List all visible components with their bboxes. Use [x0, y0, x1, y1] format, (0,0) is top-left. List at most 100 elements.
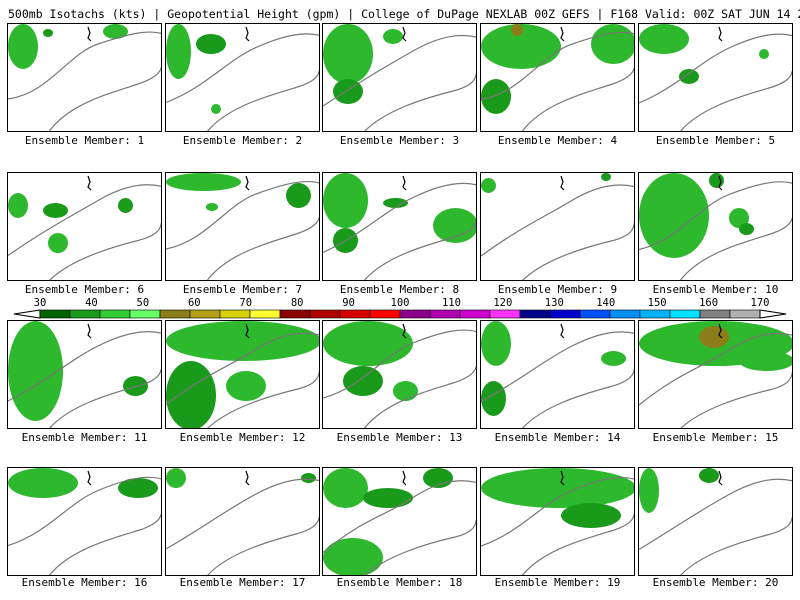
isotach-area	[591, 24, 634, 64]
height-contour	[639, 478, 792, 551]
coastline	[560, 26, 565, 42]
isotach-map	[8, 24, 161, 131]
height-contour	[639, 33, 792, 104]
height-contour	[639, 332, 792, 406]
coastline	[560, 470, 565, 486]
ensemble-member-label: Ensemble Member: 16	[21, 576, 148, 589]
isotach-area	[8, 321, 63, 421]
isotach-map	[323, 468, 476, 575]
coastline	[718, 175, 723, 191]
isotach-area	[301, 473, 316, 483]
isotach-area	[601, 351, 626, 366]
ensemble-member-label: Ensemble Member: 13	[336, 431, 463, 444]
isotach-area	[639, 468, 659, 513]
isotach-area	[481, 24, 561, 69]
isotach-area	[739, 223, 754, 235]
isotach-area	[561, 503, 621, 528]
height-contour	[364, 519, 476, 575]
isotach-area	[393, 381, 418, 401]
isotach-area	[759, 49, 769, 59]
isotach-map	[639, 468, 792, 575]
isotach-map	[481, 321, 634, 428]
colorbar-tick-label: 70	[239, 297, 253, 309]
isotach-map	[481, 24, 634, 131]
height-contour	[48, 513, 161, 575]
isotach-area	[481, 79, 511, 114]
isotach-area	[699, 326, 729, 348]
ensemble-panel-17	[165, 467, 320, 576]
isotach-area	[118, 478, 158, 498]
colorbar-segment	[369, 309, 401, 319]
isotach-area	[383, 198, 408, 208]
height-contour	[323, 34, 476, 107]
ensemble-member-label: Ensemble Member: 6	[24, 283, 145, 296]
ensemble-member-label: Ensemble Member: 9	[497, 283, 618, 296]
ensemble-member-label: Ensemble Member: 18	[336, 576, 463, 589]
ensemble-panel-8	[322, 172, 477, 281]
colorbar-segment	[669, 309, 701, 319]
colorbar-segment	[39, 309, 71, 319]
coastline	[245, 470, 250, 486]
ensemble-member-label: Ensemble Member: 20	[652, 576, 779, 589]
colorbar	[13, 309, 787, 319]
colorbar-tick-label: 100	[390, 297, 410, 309]
ensemble-member-label: Ensemble Member: 19	[494, 576, 621, 589]
colorbar-tick-label: 130	[544, 297, 564, 309]
isotach-area	[226, 371, 266, 401]
coastline	[560, 175, 565, 191]
height-contour	[166, 33, 319, 104]
ensemble-panel-2	[165, 23, 320, 132]
ensemble-member-label: Ensemble Member: 10	[652, 283, 779, 296]
colorbar-segment	[309, 309, 341, 319]
ensemble-member-label: Ensemble Member: 4	[497, 134, 618, 147]
isotach-area	[709, 173, 724, 188]
colorbar-segment	[699, 309, 731, 319]
coastline	[718, 323, 723, 339]
coastline	[402, 175, 407, 191]
isotach-area	[639, 24, 689, 54]
height-contour	[166, 332, 319, 405]
coastline	[718, 26, 723, 42]
ensemble-panel-16	[7, 467, 162, 576]
isotach-map	[481, 468, 634, 575]
colorbar-tick-label: 170	[750, 297, 770, 309]
coastline	[402, 470, 407, 486]
colorbar-segment	[489, 309, 521, 319]
header: 500mb Isotachs (kts) | Geopotential Heig…	[8, 7, 800, 21]
isotach-area	[699, 468, 719, 483]
ensemble-panel-7	[165, 172, 320, 281]
isotach-map	[166, 468, 319, 575]
coastline	[87, 323, 92, 339]
colorbar-segment	[159, 309, 191, 319]
isotach-area	[729, 208, 749, 228]
ensemble-panel-1	[7, 23, 162, 132]
height-contour	[680, 70, 792, 131]
height-contour	[49, 222, 161, 280]
ensemble-member-label: Ensemble Member: 3	[339, 134, 460, 147]
isotach-map	[8, 468, 161, 575]
isotach-map	[323, 173, 476, 280]
colorbar-tick-label: 40	[85, 297, 98, 309]
colorbar-segment	[399, 309, 431, 319]
coastline	[87, 175, 92, 191]
colorbar-segment	[429, 309, 461, 319]
colorbar-segment	[99, 309, 131, 319]
isotach-area	[739, 351, 792, 371]
height-contour	[680, 372, 792, 428]
ensemble-panel-10	[638, 172, 793, 281]
isotach-area	[679, 69, 699, 84]
isotach-map	[8, 175, 161, 280]
isotach-area	[286, 183, 311, 208]
isotach-map	[323, 321, 476, 428]
height-contour	[481, 331, 634, 403]
ensemble-panel-4	[480, 23, 635, 132]
height-contour	[363, 366, 476, 428]
isotach-area	[323, 468, 368, 508]
height-contour	[323, 182, 476, 254]
ensemble-member-label: Ensemble Member: 14	[494, 431, 621, 444]
height-contour	[639, 181, 792, 251]
ensemble-member-label: Ensemble Member: 15	[652, 431, 779, 444]
height-contour	[364, 220, 476, 280]
height-contour	[207, 371, 319, 428]
isotach-area	[43, 203, 68, 218]
